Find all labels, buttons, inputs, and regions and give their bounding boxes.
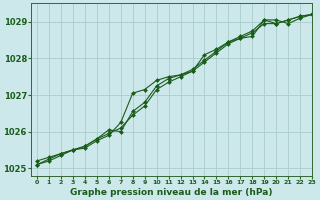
X-axis label: Graphe pression niveau de la mer (hPa): Graphe pression niveau de la mer (hPa) bbox=[70, 188, 273, 197]
